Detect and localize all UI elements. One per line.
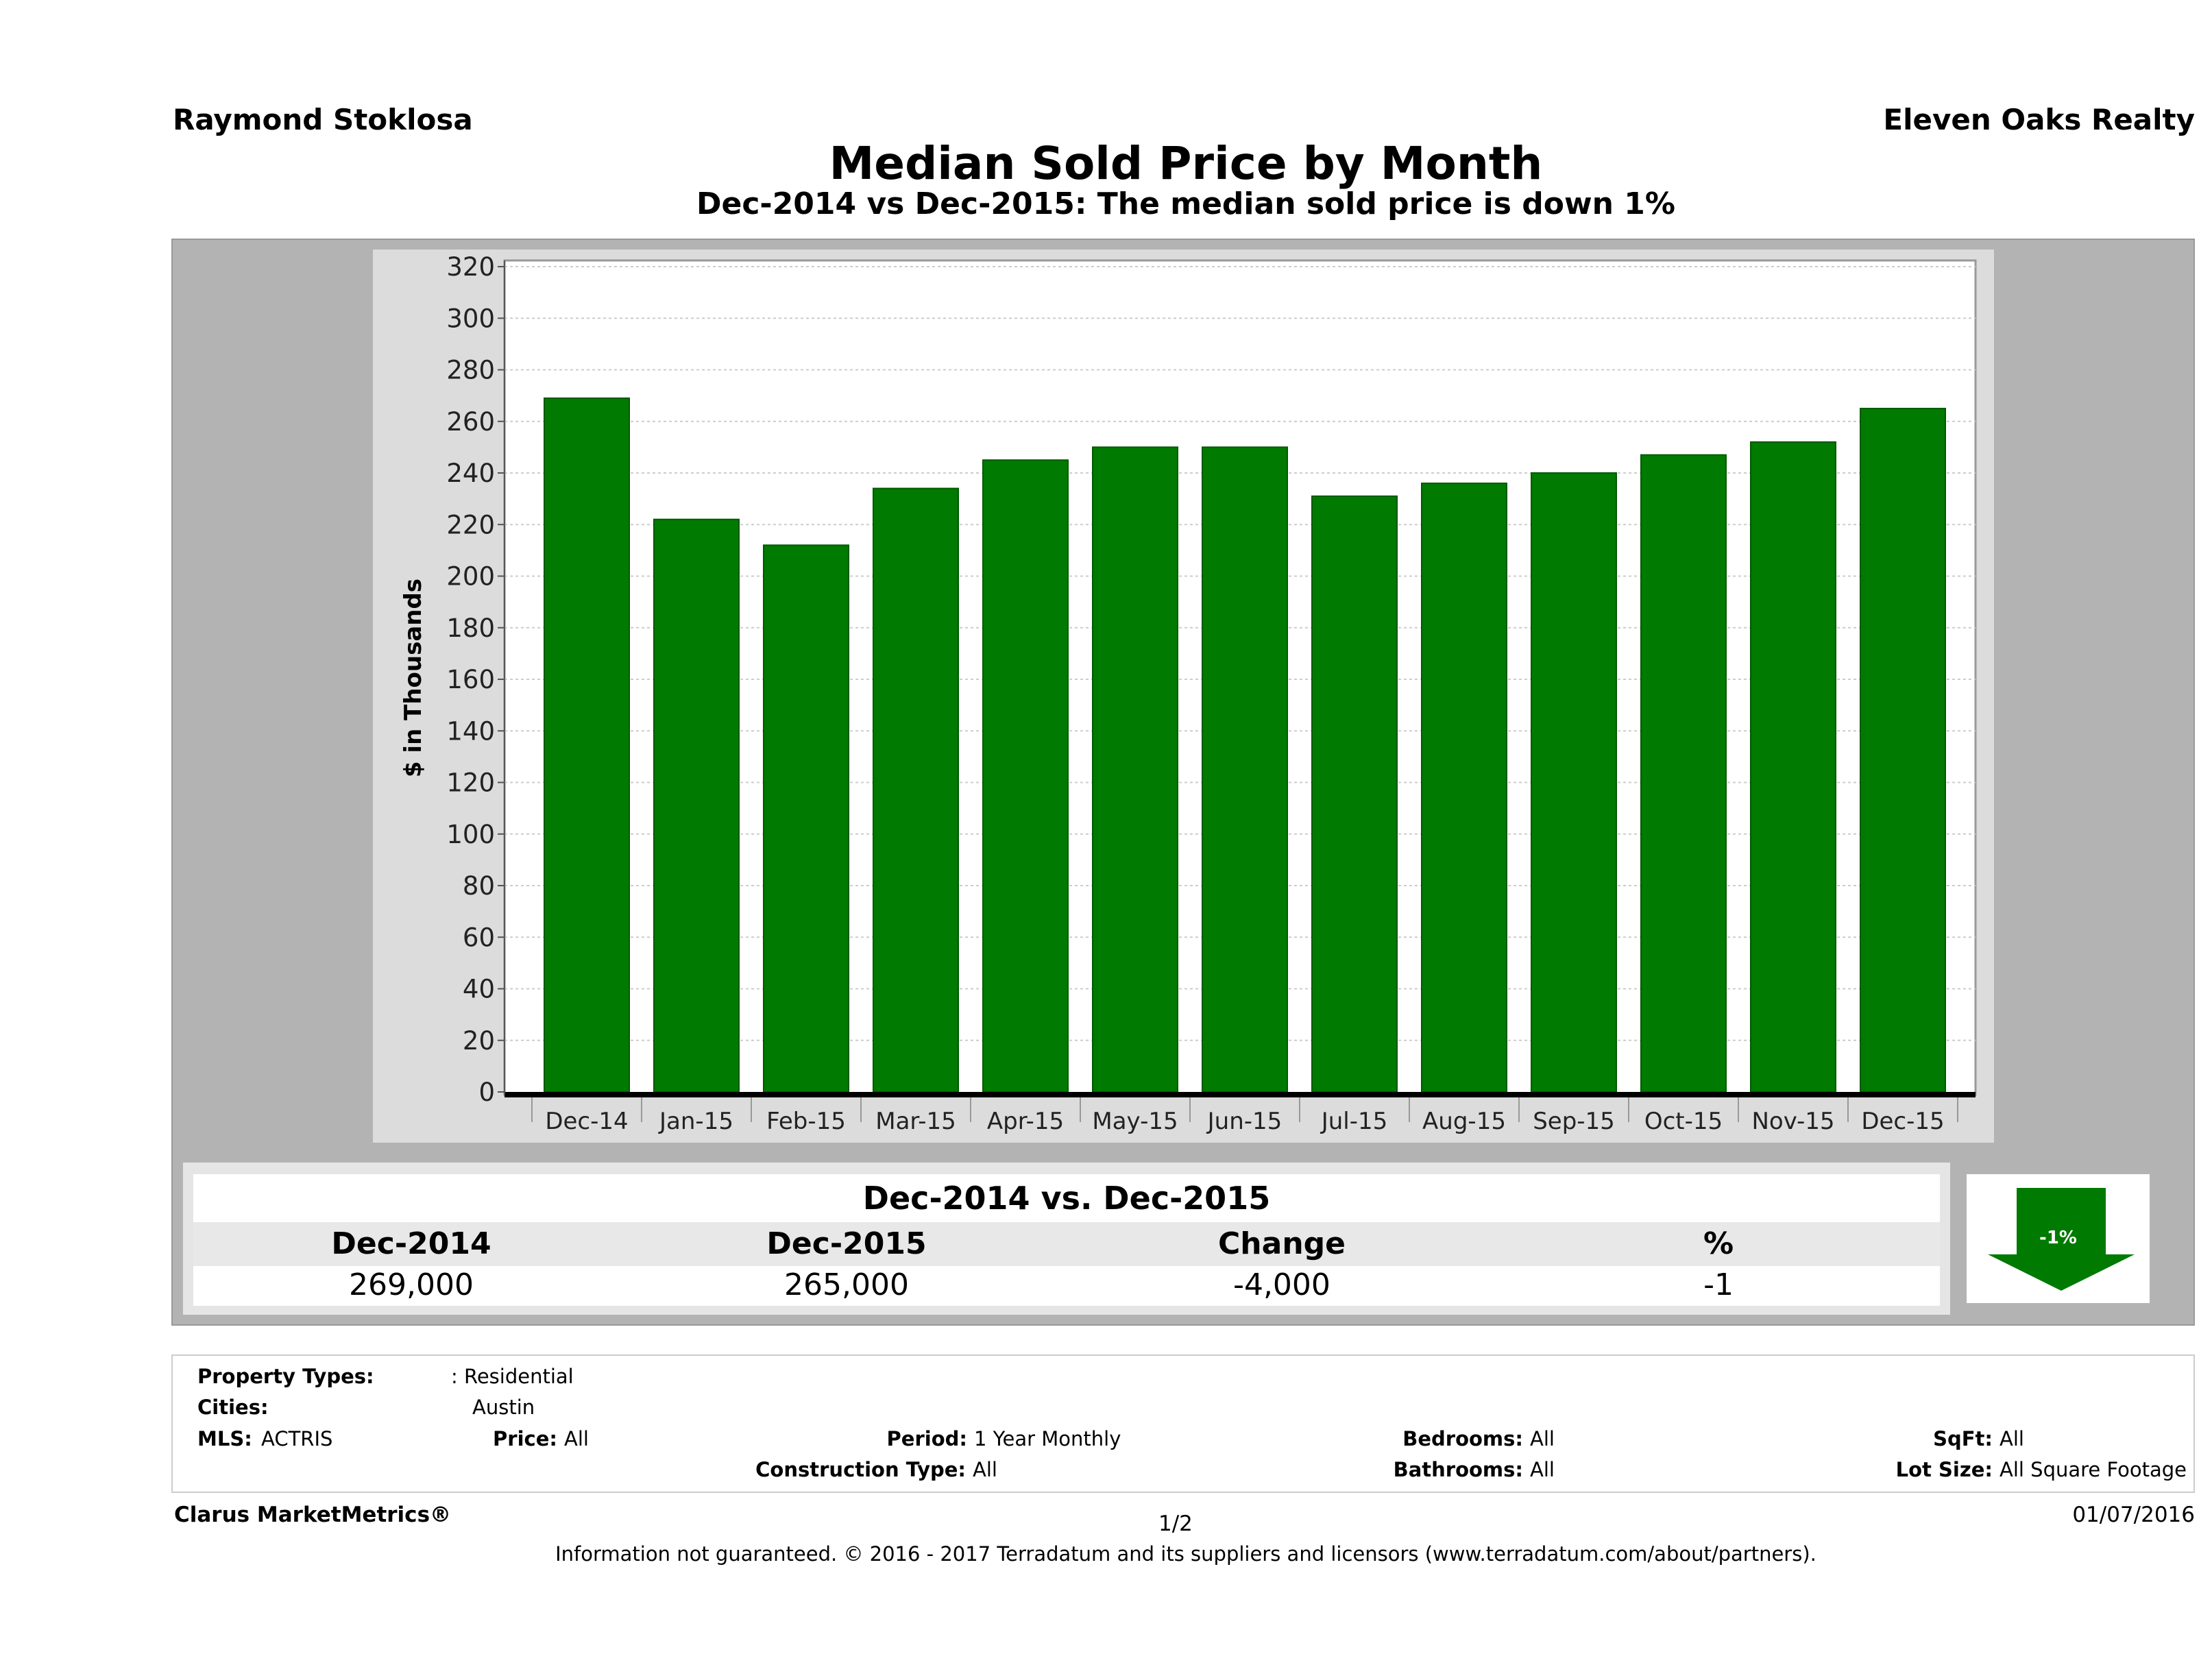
bar-chart: 0 20 40 60 80 100 120 140 160 180 200 220 240 260 280 3… xyxy=(400,252,1977,1135)
down-arrow-icon xyxy=(1988,1188,2135,1291)
change-badge: -1% xyxy=(1967,1174,2150,1303)
y-tick-label: 40 xyxy=(463,975,495,1004)
x-tick-label: May-15 xyxy=(1092,1108,1178,1135)
criteria-bathrooms-value: All xyxy=(1530,1458,1555,1481)
y-tick-label: 220 xyxy=(446,510,495,539)
y-tick-label: 240 xyxy=(446,459,495,488)
criteria-period-label: Period: xyxy=(886,1427,967,1450)
bar-may-15 xyxy=(1092,446,1178,1093)
y-tick-label: 200 xyxy=(446,562,495,592)
criteria-mls-value: ACTRIS xyxy=(261,1427,333,1450)
y-tick-label: 120 xyxy=(446,768,495,798)
comparison-title-row: Dec-2014 vs. Dec-2015 xyxy=(193,1174,1940,1222)
bar-jan-15 xyxy=(653,518,740,1093)
criteria-cities-value: Austin xyxy=(472,1396,535,1419)
bar-sep-15 xyxy=(1531,472,1617,1093)
criteria-construction-label: Construction Type: xyxy=(755,1458,966,1481)
x-tick-label: Sep-15 xyxy=(1533,1108,1615,1135)
y-tick-label: 140 xyxy=(446,716,495,746)
bar-aug-15 xyxy=(1421,483,1507,1093)
value-change: -4,000 xyxy=(1233,1267,1330,1302)
criteria-bathrooms-label: Bathrooms: xyxy=(1393,1458,1523,1481)
x-tick-label: Dec-14 xyxy=(545,1108,628,1135)
change-badge-label: -1% xyxy=(2039,1228,2077,1248)
y-tick-label: 0 xyxy=(478,1078,495,1107)
y-axis-label: $ in Thousands xyxy=(400,579,427,777)
criteria-property_types-label: Property Types: xyxy=(197,1365,374,1388)
page-number: 1/2 xyxy=(1158,1511,1193,1536)
header-dec-2014: Dec-2014 xyxy=(331,1226,491,1261)
y-tick-label: 100 xyxy=(446,820,495,849)
y-tick-label: 300 xyxy=(446,304,495,333)
bar-jun-15 xyxy=(1202,446,1288,1093)
criteria-period-value: 1 Year Monthly xyxy=(974,1427,1121,1450)
criteria-property_types-value: : Residential xyxy=(451,1365,574,1388)
criteria-bedrooms-value: All xyxy=(1530,1427,1555,1450)
criteria-sqft-value: All xyxy=(2000,1427,2024,1450)
value-dec-2015: 265,000 xyxy=(784,1267,909,1302)
header-dec-2015: Dec-2015 xyxy=(766,1226,927,1261)
broker-name: Eleven Oaks Realty xyxy=(1883,103,2195,136)
bar-dec-15 xyxy=(1860,407,1946,1093)
y-tick-label: 160 xyxy=(446,665,495,694)
y-tick-label: 280 xyxy=(446,356,495,385)
criteria-lot-value: All Square Footage xyxy=(2000,1458,2187,1481)
comparison-table: Dec-2014 vs. Dec-2015 Dec-2014 Dec-2015 … xyxy=(183,1163,1950,1315)
disclaimer: Information not guaranteed. © 2016 - 201… xyxy=(555,1542,1816,1566)
criteria-sqft-label: SqFt: xyxy=(1933,1427,1993,1450)
x-tick-label: Jan-15 xyxy=(658,1108,733,1135)
bar-jul-15 xyxy=(1311,495,1398,1093)
x-tick-label: Jun-15 xyxy=(1206,1108,1283,1135)
x-tick-label: Mar-15 xyxy=(875,1108,956,1135)
brand-name: Clarus MarketMetrics® xyxy=(174,1503,452,1527)
agent-name: Raymond Stoklosa xyxy=(173,103,473,136)
criteria-mls-label: MLS: xyxy=(197,1427,252,1450)
x-tick-label: Apr-15 xyxy=(987,1108,1064,1135)
criteria-bedrooms-label: Bedrooms: xyxy=(1402,1427,1523,1450)
y-tick-label: 260 xyxy=(446,407,495,437)
criteria-lot-label: Lot Size: xyxy=(1895,1458,1993,1481)
x-tick-label: Feb-15 xyxy=(766,1108,846,1135)
y-tick-label: 320 xyxy=(446,252,495,282)
x-tick-label: Jul-15 xyxy=(1320,1108,1388,1135)
bar-nov-15 xyxy=(1750,441,1836,1093)
value-percent: -1 xyxy=(1703,1267,1734,1302)
comparison-value-row: 269,000 265,000 -4,000 -1 xyxy=(193,1266,1940,1306)
y-tick-label: 60 xyxy=(463,923,495,952)
x-tick-label: Aug-15 xyxy=(1422,1108,1506,1135)
chart-title: Median Sold Price by Month xyxy=(829,137,1543,190)
search-criteria xyxy=(171,1354,2195,1493)
bar-oct-15 xyxy=(1640,454,1727,1093)
bar-mar-15 xyxy=(873,487,959,1093)
x-tick-label: Oct-15 xyxy=(1644,1108,1723,1135)
y-tick-label: 180 xyxy=(446,613,495,643)
bar-feb-15 xyxy=(763,544,849,1093)
header-percent: % xyxy=(1703,1226,1734,1261)
criteria-construction-value: All xyxy=(973,1458,997,1481)
comparison-title: Dec-2014 vs. Dec-2015 xyxy=(862,1180,1271,1217)
chart-subtitle: Dec-2014 vs Dec-2015: The median sold pr… xyxy=(696,186,1675,221)
value-dec-2014: 269,000 xyxy=(349,1267,474,1302)
report-date: 01/07/2016 xyxy=(2072,1503,2195,1527)
criteria-cities-label: Cities: xyxy=(197,1396,269,1419)
x-tick-label: Dec-15 xyxy=(1861,1108,1944,1135)
bar-dec-14 xyxy=(544,397,630,1093)
x-tick-label: Nov-15 xyxy=(1752,1108,1835,1135)
y-tick-label: 80 xyxy=(463,871,495,901)
comparison-header-row: Dec-2014 Dec-2015 Change % xyxy=(193,1222,1940,1266)
header-change: Change xyxy=(1218,1226,1346,1261)
criteria-price-label: Price: xyxy=(493,1427,557,1450)
criteria-price-value: All xyxy=(564,1427,589,1450)
bar-apr-15 xyxy=(982,459,1069,1093)
y-tick-label: 20 xyxy=(463,1026,495,1056)
